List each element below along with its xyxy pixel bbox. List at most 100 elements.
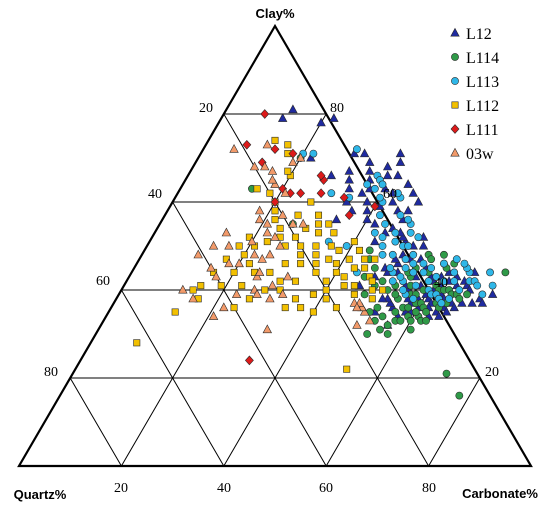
legend-label: L112 [466, 98, 499, 115]
data-point [370, 184, 379, 193]
data-point [368, 286, 376, 294]
bottom-tick-label: 20 [114, 481, 128, 496]
data-point [378, 242, 387, 250]
data-point [284, 167, 292, 175]
data-point [189, 286, 197, 294]
data-point [265, 293, 275, 303]
data-point [361, 264, 369, 272]
legend-item-l111: L111 [450, 122, 499, 139]
legend-marker [451, 101, 459, 109]
legend-item-l114: L114 [451, 50, 499, 67]
legend-marker [450, 147, 460, 157]
data-point [217, 282, 225, 290]
data-point [206, 262, 216, 272]
data-point [359, 306, 370, 316]
legend-marker [451, 77, 459, 85]
legend-marker-triangle [450, 147, 460, 157]
data-point [234, 258, 244, 268]
data-point [231, 289, 242, 298]
data-point [460, 259, 469, 268]
data-point [396, 211, 405, 220]
data-point [245, 295, 253, 303]
data-point [271, 216, 279, 224]
right-tick-label: 60 [383, 187, 397, 202]
data-point [266, 268, 274, 276]
legend-label: 03w [466, 146, 494, 163]
data-point [249, 249, 260, 259]
data-point [230, 268, 238, 276]
data-point [467, 297, 477, 307]
data-point [322, 277, 330, 285]
data-point [309, 149, 318, 158]
data-point [335, 246, 343, 254]
legend-marker [450, 124, 460, 134]
data-point [404, 215, 413, 224]
data-point [404, 303, 413, 312]
data-point [486, 268, 494, 277]
data-point [188, 293, 198, 303]
axis-title-quartz: Quartz% [14, 487, 67, 502]
legend-label: L113 [466, 74, 499, 91]
data-point [315, 220, 323, 228]
data-point [370, 264, 379, 272]
data-point [409, 268, 418, 277]
data-point [342, 242, 351, 250]
data-point [235, 242, 243, 250]
data-point [276, 277, 284, 285]
data-point [247, 236, 257, 246]
data-point [295, 152, 306, 162]
data-point [419, 268, 428, 277]
data-point [355, 246, 363, 254]
legend-item-l113: L113 [451, 74, 499, 91]
series-l113 [299, 145, 497, 308]
data-point [385, 297, 395, 307]
data-point [325, 255, 333, 263]
data-point [344, 165, 354, 175]
data-point [270, 144, 280, 155]
data-point [442, 369, 451, 378]
data-point [445, 294, 453, 303]
data-point [291, 233, 299, 241]
data-point [396, 316, 405, 325]
data-point [382, 170, 393, 180]
ternary-outline [17, 23, 533, 468]
data-point [230, 304, 238, 312]
data-point [252, 289, 262, 298]
data-point [262, 139, 273, 149]
data-point [307, 198, 315, 206]
data-point [487, 289, 498, 298]
data-point [312, 251, 320, 259]
data-point [378, 277, 387, 286]
data-point [478, 290, 487, 299]
data-point [296, 188, 306, 199]
data-point [260, 109, 270, 119]
data-point [368, 295, 376, 303]
data-point [488, 281, 497, 290]
data-point [262, 218, 273, 228]
data-points [133, 104, 510, 400]
legend-marker-square [451, 101, 459, 109]
data-point [350, 264, 358, 272]
data-point [262, 324, 273, 334]
data-point [254, 267, 265, 276]
data-point [276, 224, 284, 232]
data-point [339, 192, 349, 203]
data-point [365, 165, 375, 175]
data-point [277, 289, 288, 298]
data-point [316, 188, 326, 199]
data-point [413, 196, 424, 206]
legend-item-03w: 03w [450, 146, 494, 163]
data-point [353, 145, 361, 154]
data-point [267, 280, 278, 290]
data-point [297, 304, 305, 312]
data-point [411, 308, 420, 316]
data-point [396, 272, 405, 281]
data-point [452, 255, 461, 264]
data-point [370, 228, 379, 237]
data-point [325, 220, 333, 228]
data-point [329, 113, 339, 122]
data-point [267, 174, 278, 184]
data-point [370, 218, 380, 228]
data-point [501, 268, 510, 277]
data-point [381, 220, 389, 228]
